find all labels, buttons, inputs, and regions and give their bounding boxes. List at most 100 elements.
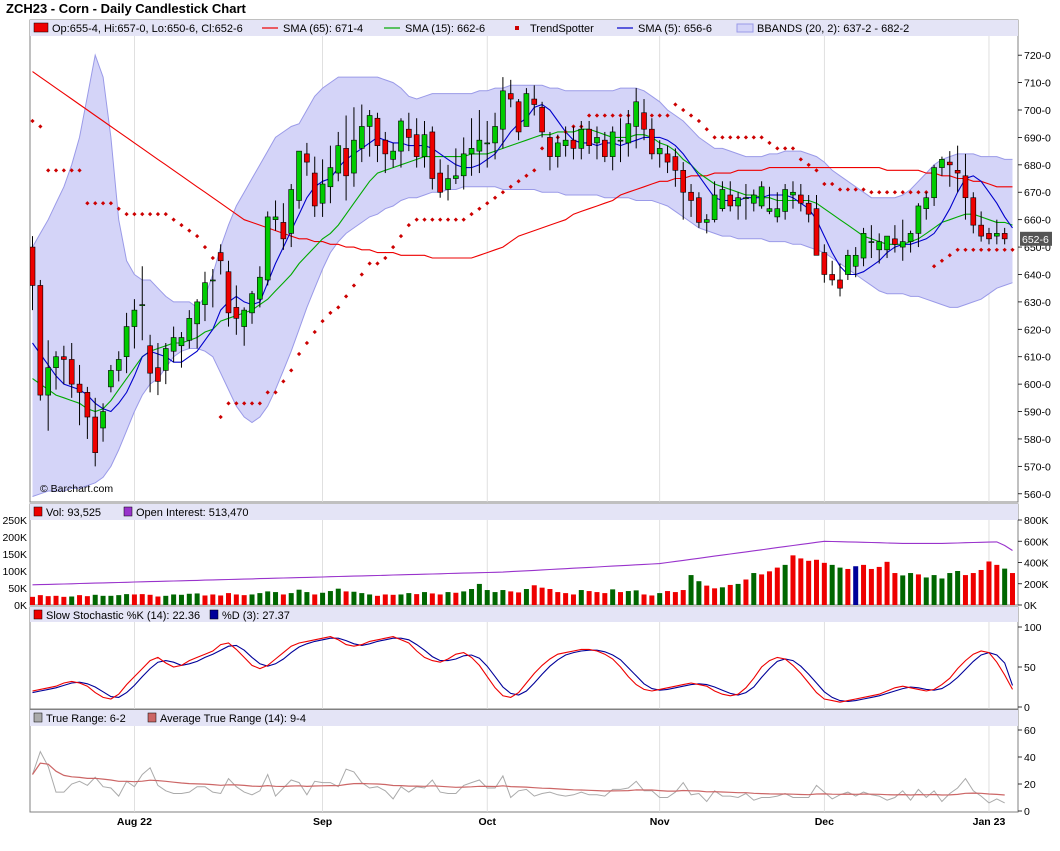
tr-legend-label: True Range: 6-2 [46,713,126,725]
trendspotter-marker [712,135,717,140]
sma65-line [32,71,1013,259]
x-axis-label: Aug 22 [117,816,152,828]
candle-down [304,153,310,163]
candle-down [570,139,577,149]
candle-up [782,189,788,212]
oi-tick-label: 200K [1024,579,1049,591]
candle-up [296,150,302,201]
candle-up [617,139,624,142]
volume-bar [861,564,867,605]
candle-down [155,367,161,382]
trendspotter-marker [398,233,404,239]
candle-down [1001,233,1008,240]
volume-bars [30,555,1015,605]
volume-bar [516,592,522,605]
volume-bar [657,593,663,605]
stochastic-legend: Slow Stochastic %K (14): 22.36 %D (3): 2… [33,609,290,622]
candle-up [264,216,271,281]
candle-up [609,131,616,157]
volume-bar [30,596,35,605]
trendspotter-marker [163,212,168,217]
trendspotter-marker [492,195,498,200]
oi-tick-label: 400K [1024,558,1049,570]
volume-bar [594,592,600,605]
candle-down [664,153,671,163]
price-tick-label: 710-0 [1024,78,1051,90]
volume-bar [1002,568,1008,605]
candle-down [813,208,820,256]
candle-down [962,175,969,199]
stoch-k-legend-swatch [33,609,43,620]
trendspotter-marker [955,247,960,252]
volume-bar [241,595,247,605]
volume-bar [751,573,757,605]
price-tick-label: 590-0 [1024,407,1051,419]
trendspotter-legend-label: TrendSpotter [530,23,594,35]
true-range-legend-bar [30,710,1018,726]
trendspotter-marker [179,223,184,228]
trendspotter-marker [289,368,294,373]
volume-bar [500,590,506,605]
trendspotter-marker [869,190,874,195]
volume-tick-label: 50K [8,583,27,595]
candle-up [272,216,279,220]
candle-down [986,233,992,240]
axis-labels: 560-0 570-0 580-0 590-0 600-0 610-0 620-0 630-0… [2,50,1051,828]
trendspotter-marker [947,253,952,258]
candle-up [202,282,208,305]
candle-up [257,276,263,300]
trendspotter-marker [422,217,427,222]
barchart-watermark: © Barchart.com [40,483,113,495]
volume-bar [766,571,772,605]
tr-tick-label: 20 [1024,779,1036,791]
volume-bar [665,591,671,605]
trendspotter-marker [242,401,247,406]
candle-up [750,194,757,204]
volume-bar [492,592,498,605]
volume-bar [908,573,914,605]
tr-tick-label: 0 [1024,806,1030,818]
volume-bar [649,595,655,605]
stoch-tick-label: 100 [1024,622,1042,634]
volume-bar [962,575,968,605]
volume-bar [100,595,106,605]
candle-down [61,356,67,360]
candle-up [162,348,169,371]
candle-down [413,134,420,157]
trendspotter-marker [853,187,858,192]
volume-bar [578,590,584,605]
candle-up [523,93,530,127]
candle-up [319,183,326,204]
volume-bar [625,591,631,605]
trendspotter-marker [281,379,286,384]
candle-up [766,208,773,212]
open-interest-line [32,540,1013,586]
trendspotter-marker [351,283,357,288]
price-tick-label: 640-0 [1024,269,1051,281]
volume-bar [523,589,529,605]
bollinger-band-area [32,55,1013,497]
trendspotter-marker [532,168,537,173]
candle-up [492,126,498,144]
stochastic-lines [32,636,1014,703]
volume-bar [218,595,224,605]
trendspotter-marker [257,401,262,406]
volume-bar [257,593,263,605]
trendspotter-marker [202,244,208,250]
price-tick-label: 560-0 [1024,489,1051,501]
trendspotter-marker [524,173,529,178]
volume-tick-label: 200K [2,532,27,544]
trendspotter-marker [430,217,435,222]
candle-down [539,106,545,133]
trendspotter-marker [38,124,43,129]
volume-bar [978,569,984,605]
volume-bar [445,592,451,605]
volume-bar [249,594,255,605]
volume-bar [704,585,710,605]
oi-legend-label: Open Interest: 513,470 [136,507,249,519]
x-axis-label: Jan 23 [973,816,1006,828]
candle-up [923,197,930,209]
price-tick-label: 610-0 [1024,352,1051,364]
x-axis-label: Oct [478,816,496,828]
candle-down [147,345,153,374]
